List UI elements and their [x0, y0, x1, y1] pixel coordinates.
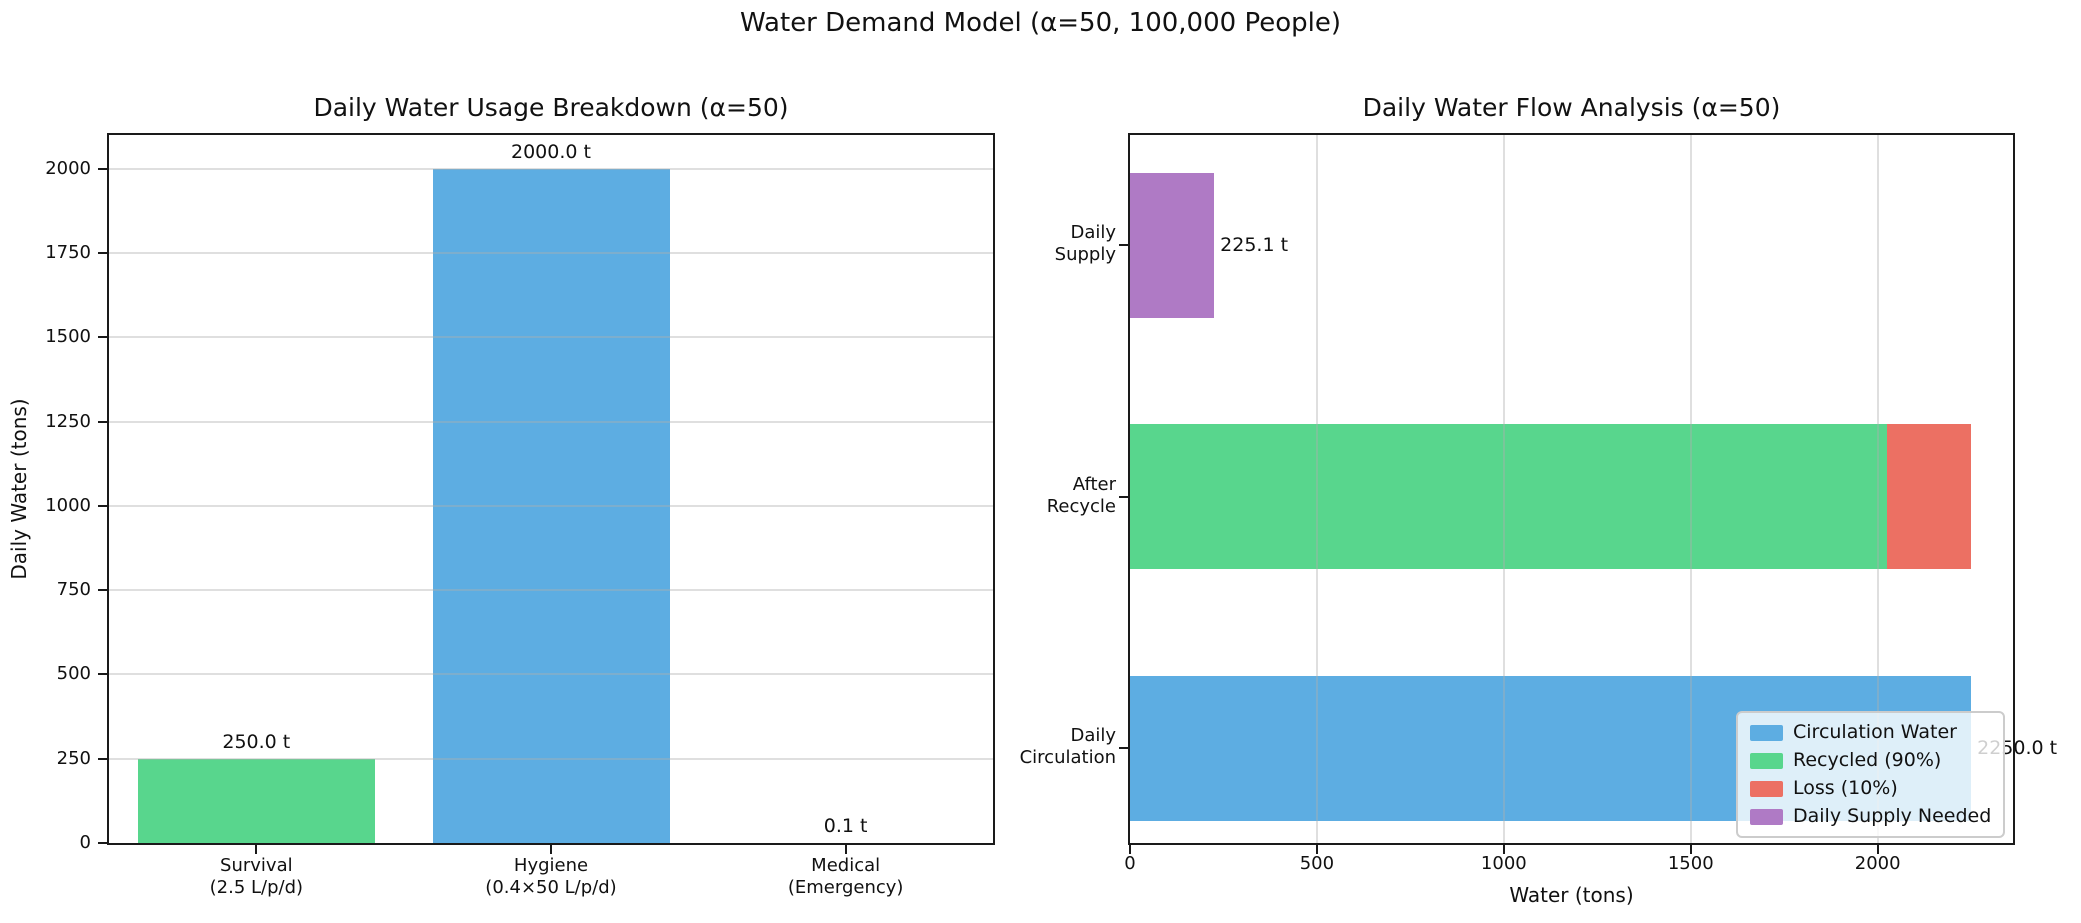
gridline-y [109, 336, 993, 339]
legend-swatch-daily-supply-needed [1750, 808, 1783, 825]
legend-swatch-loss-10- [1750, 780, 1783, 797]
x-tick-mark [1502, 845, 1505, 854]
bar-value-label: 0.1 t [823, 814, 868, 837]
gridline-y [109, 420, 993, 423]
gridline-y [109, 589, 993, 592]
figure-title: Water Demand Model (α=50, 100,000 People… [740, 8, 1341, 38]
gridline-x [1689, 135, 1692, 843]
x-tick-label: Hygiene (0.4×50 L/p/d) [485, 855, 617, 898]
y-tick-label: Daily Supply [1054, 222, 1116, 266]
x-tick-mark [1315, 845, 1318, 854]
y-tick-label: 1250 [45, 410, 91, 432]
y-tick-label: Daily Circulation [1019, 725, 1116, 769]
y-tick-label: 1000 [45, 494, 91, 516]
gridline-x [1502, 135, 1505, 843]
y-tick-label: 1500 [45, 326, 91, 348]
x-tick-label: 500 [1299, 853, 1335, 874]
y-tick-mark [1119, 244, 1128, 247]
x-tick-mark [550, 845, 552, 854]
legend-item: Daily Supply Needed [1750, 805, 1991, 828]
x-tick-mark [1689, 845, 1692, 854]
usage-chart-plot-area: 250.0 t Survival (2.5 L/p/d) 2000.0 t Hygie… [45, 133, 995, 898]
y-tick-mark [98, 673, 107, 676]
x-tick-mark [1876, 845, 1879, 854]
gridline-y [109, 252, 993, 254]
y-tick-mark [1119, 747, 1128, 750]
legend-label: Daily Supply Needed [1793, 805, 1992, 827]
y-tick-label: 250 [56, 747, 91, 769]
legend-item: Circulation Water [1750, 721, 1991, 744]
x-tick-mark [844, 845, 847, 854]
gridline-y [109, 673, 993, 676]
usage-chart-title: Daily Water Usage Breakdown (α=50) [313, 93, 789, 122]
bar-segment-recycled-90- [1130, 424, 1888, 570]
y-tick-label: After Recycle [1046, 473, 1116, 517]
x-tick-label: 0 [1124, 853, 1136, 874]
bar-0 [137, 758, 375, 843]
y-tick-mark [98, 420, 107, 423]
gridline-y [109, 504, 993, 507]
x-tick-label: Medical (Emergency) [787, 855, 904, 898]
y-tick-label: 750 [56, 579, 91, 601]
y-tick-mark [98, 336, 107, 339]
flow-chart-x-axis-label: Water (tons) [1509, 883, 1634, 907]
x-tick-label: 2000 [1854, 853, 1901, 874]
legend-item: Recycled (90%) [1750, 749, 1991, 772]
water-flow-chart: Daily Water Flow Analysis (α=50) 0 500 100… [1020, 93, 2058, 907]
x-tick-label: 1000 [1480, 853, 1527, 874]
legend-label: Circulation Water [1793, 721, 1957, 743]
gridline-y [109, 757, 993, 760]
y-tick-mark [98, 167, 107, 170]
y-tick-mark [98, 589, 107, 592]
legend: Circulation Water Recycled (90%) Loss (10%… [1736, 711, 2006, 838]
x-tick-mark [1129, 845, 1131, 854]
legend-label: Recycled (90%) [1793, 749, 1942, 771]
gridline-x [1876, 135, 1879, 843]
bar-segment-daily-supply-needed [1130, 172, 1215, 318]
bar-value-label: 225.1 t [1220, 234, 1289, 257]
y-tick-mark [98, 252, 107, 254]
y-tick-label: 2000 [45, 157, 91, 179]
x-tick-label: 1500 [1667, 853, 1714, 874]
bar-value-label: 2000.0 t [511, 140, 591, 163]
legend-label: Loss (10%) [1793, 777, 1898, 799]
y-tick-mark [98, 757, 107, 760]
y-tick-mark [98, 504, 107, 507]
legend-swatch-circulation-water [1750, 724, 1783, 741]
y-tick-label: 0 [79, 832, 91, 853]
y-tick-label: 1750 [45, 242, 91, 263]
y-tick-mark [98, 842, 107, 844]
usage-breakdown-chart: Daily Water Usage Breakdown (α=50) Daily… [7, 93, 995, 898]
y-tick-label: 500 [56, 663, 91, 685]
legend-swatch-recycled-90- [1750, 752, 1783, 769]
flow-chart-title: Daily Water Flow Analysis (α=50) [1362, 93, 1781, 122]
bar-segment-loss-10- [1887, 424, 1972, 570]
y-tick-mark [1119, 495, 1128, 498]
gridline-y [109, 167, 993, 170]
bar-value-label: 250.0 t [222, 730, 291, 753]
legend-item: Loss (10%) [1750, 777, 1991, 800]
gridline-x [1315, 135, 1318, 843]
bar-1 [432, 168, 670, 843]
x-tick-mark [255, 845, 258, 854]
x-tick-label: Survival (2.5 L/p/d) [209, 855, 304, 898]
